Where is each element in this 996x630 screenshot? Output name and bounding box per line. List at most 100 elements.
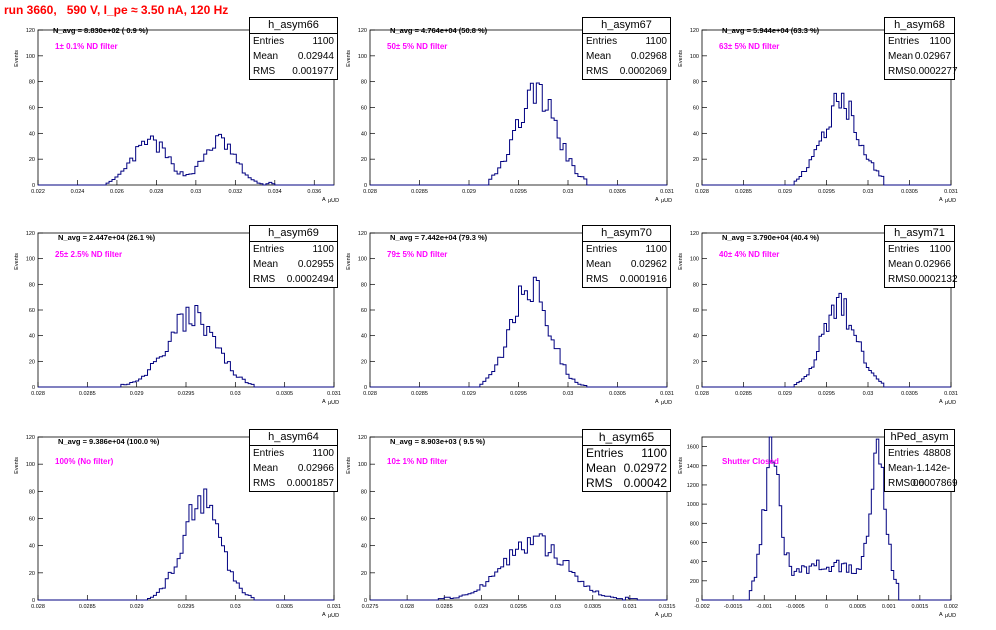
x-axis-label-subscript: μUD [945, 613, 956, 619]
x-axis-label: A [322, 197, 326, 203]
x-tick-label: 0.028 [31, 604, 45, 610]
x-axis-label-subscript: μUD [661, 613, 672, 619]
stats-key: Mean [253, 51, 279, 62]
x-axis-label-subscript: μUD [661, 400, 672, 406]
stats-value: 1100 [929, 244, 951, 255]
histogram-plot: 0 20 40 60 80 100 120 0.022 0.024 0.026 0.028 0.03 0… [14, 28, 339, 204]
y-axis-label: Events [14, 50, 20, 67]
stats-row-mean: Mean 0.02968 [583, 49, 670, 64]
stats-key: Mean [586, 461, 617, 475]
stats-key: Entries [253, 448, 285, 459]
x-tick-label: 0.03 [230, 604, 241, 610]
histogram-plot: 0 20 40 60 80 100 120 0.0275 0.028 0.0285 0.029 0.0… [346, 435, 675, 619]
stats-title: hPed_asym [885, 430, 954, 446]
x-tick-label: 0.0295 [178, 604, 195, 610]
stats-row-rms: RMS 0.0002494 [250, 272, 337, 287]
x-tick-label: 0.0285 [79, 604, 96, 610]
x-tick-label: -0.0005 [786, 604, 805, 610]
stats-value: 0.0002069 [619, 66, 667, 77]
x-tick-label: 0.0285 [436, 604, 453, 610]
stats-key: Mean [888, 463, 914, 474]
y-tick-label: 80 [29, 80, 35, 86]
x-tick-label: 0.0295 [510, 604, 527, 610]
y-tick-label: 20 [361, 359, 367, 365]
x-tick-label: 0.028 [363, 189, 377, 195]
y-tick-label: 80 [361, 489, 367, 495]
y-tick-label: 60 [361, 106, 367, 112]
stats-row-mean: Mean 0.02962 [583, 257, 670, 272]
stats-row-rms: RMS 0.0001916 [583, 272, 670, 287]
stats-row-entries: Entries 48808 [885, 446, 954, 461]
x-tick-label: 0.029 [474, 604, 488, 610]
stats-value: 0.02966 [297, 463, 334, 474]
x-tick-label: 0.031 [944, 391, 958, 397]
x-tick-label: 0 [825, 604, 828, 610]
x-tick-label: 0.028 [31, 391, 45, 397]
x-tick-label: 0.0295 [510, 189, 527, 195]
x-tick-label: 0.0295 [818, 189, 835, 195]
stats-value: 0.0002494 [286, 274, 334, 285]
stats-title: h_asym65 [583, 430, 670, 446]
filter-label: 63± 5% ND filter [719, 42, 780, 51]
x-axis-label-subscript: μUD [328, 613, 339, 619]
y-tick-label: 40 [361, 544, 367, 550]
x-axis-label: A [322, 399, 326, 405]
stats-box: h_asym68 Entries 1100 Mean 0.02967 RMS 0.00022… [884, 17, 958, 80]
stats-key: RMS [253, 66, 276, 77]
stats-title: h_asym69 [250, 226, 337, 242]
stats-row-rms: RMS 0.001977 [250, 64, 337, 79]
filter-label: 1± 0.1% ND filter [55, 42, 118, 51]
x-tick-label: 0.028 [363, 391, 377, 397]
histogram-plot: 0 20 40 60 80 100 120 0.028 0.0285 0.029 0.0295 0.0… [14, 231, 341, 406]
stats-box: h_asym65 Entries 1100 Mean 0.02972 RMS 0.00042 [582, 429, 671, 492]
stats-value: 0.001977 [292, 66, 334, 77]
x-tick-label: 0.029 [462, 391, 476, 397]
x-axis-label: A [322, 612, 326, 618]
stats-title: h_asym68 [885, 18, 954, 34]
stats-value: 1100 [312, 36, 334, 47]
stats-row-entries: Entries 1100 [583, 446, 670, 461]
stats-row-entries: Entries 1100 [885, 242, 954, 257]
y-tick-label: 60 [693, 308, 699, 314]
stats-value: 1100 [312, 244, 334, 255]
y-axis-label: Events [678, 50, 684, 67]
x-tick-label: 0.001 [882, 604, 896, 610]
x-tick-label: 0.0285 [411, 391, 428, 397]
x-tick-label: 0.03 [550, 604, 561, 610]
x-tick-label: 0.031 [944, 189, 958, 195]
stats-value: 48808 [923, 448, 951, 459]
stats-row-rms: RMS 0.0001857 [250, 476, 337, 491]
y-axis-label: Events [346, 457, 352, 474]
stats-value: 0.00042 [623, 476, 667, 490]
stats-key: RMS [586, 476, 613, 490]
x-tick-label: 0.024 [71, 189, 85, 195]
y-tick-label: 0 [696, 385, 699, 391]
page-title: run 3660, 590 V, I_pe ≈ 3.50 nA, 120 Hz [4, 3, 229, 17]
x-tick-label: 0.036 [307, 189, 321, 195]
stats-title: h_asym66 [250, 18, 337, 34]
x-tick-label: 0.032 [228, 189, 242, 195]
x-tick-label: 0.0305 [276, 391, 293, 397]
y-tick-label: 20 [361, 571, 367, 577]
histogram-line [702, 92, 951, 186]
y-axis-label: Events [678, 253, 684, 270]
x-tick-label: 0.031 [660, 189, 674, 195]
x-tick-label: 0.0005 [849, 604, 866, 610]
stats-row-rms: RMS 0.0002132 [885, 272, 958, 287]
x-tick-label: 0.0295 [818, 391, 835, 397]
y-tick-label: 100 [690, 54, 699, 60]
x-tick-label: 0.029 [462, 189, 476, 195]
x-axis-label-subscript: μUD [328, 400, 339, 406]
x-tick-label: 0.03 [563, 189, 574, 195]
y-tick-label: 100 [26, 54, 35, 60]
y-tick-label: 60 [693, 106, 699, 112]
y-tick-label: 400 [690, 560, 699, 566]
y-tick-label: 60 [361, 517, 367, 523]
y-tick-label: 0 [364, 598, 367, 604]
histogram-line [38, 488, 334, 601]
stats-value: 0.0007869 [910, 478, 958, 489]
stats-box: h_asym66 Entries 1100 Mean 0.02944 RMS 0.00197… [249, 17, 338, 80]
x-axis-label: A [939, 612, 943, 618]
y-tick-label: 0 [696, 598, 699, 604]
stats-key: Entries [888, 448, 920, 459]
